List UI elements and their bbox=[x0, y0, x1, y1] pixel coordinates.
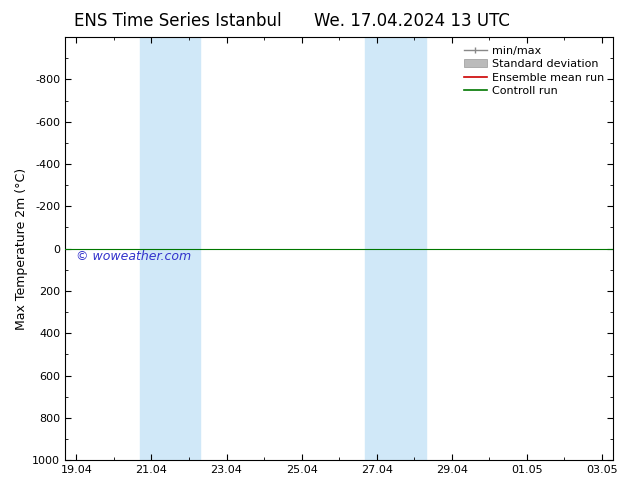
Legend: min/max, Standard deviation, Ensemble mean run, Controll run: min/max, Standard deviation, Ensemble me… bbox=[461, 43, 608, 99]
Text: We. 17.04.2024 13 UTC: We. 17.04.2024 13 UTC bbox=[314, 12, 510, 30]
Y-axis label: Max Temperature 2m (°C): Max Temperature 2m (°C) bbox=[15, 168, 28, 330]
Text: ENS Time Series Istanbul: ENS Time Series Istanbul bbox=[74, 12, 281, 30]
Bar bbox=[365, 37, 425, 460]
Text: © woweather.com: © woweather.com bbox=[76, 250, 191, 263]
Bar bbox=[140, 37, 200, 460]
